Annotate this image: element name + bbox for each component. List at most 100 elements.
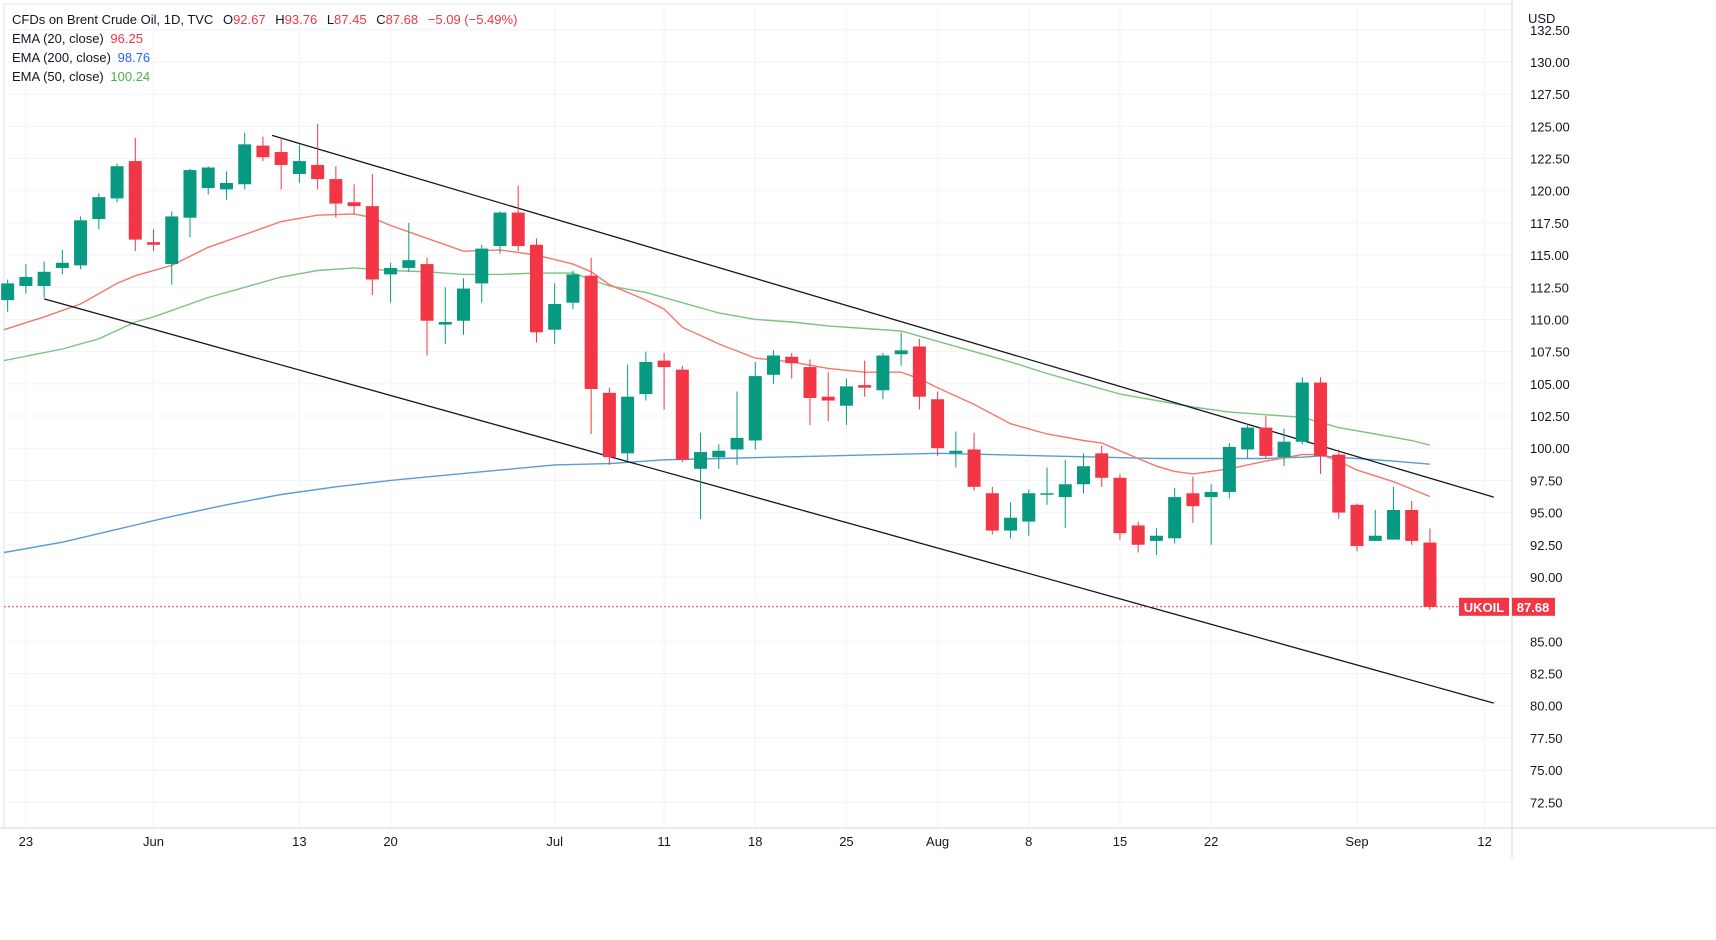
candle-down [675,365,689,463]
symbol-title[interactable]: CFDs on Brent Crude Oil, 1D, TVC [12,12,214,27]
candle-down [821,372,835,422]
candle-body [621,396,635,454]
candle-body [1131,525,1145,545]
candle-down [329,166,343,218]
candle-body [1222,446,1236,492]
ohlc-low-key: L [326,12,335,27]
y-tick-label: 102.50 [1530,409,1570,424]
candle-up [1368,509,1382,541]
candle-up [219,171,233,200]
ema20-label: EMA (20, close) [12,31,104,46]
candle-down [1405,500,1419,545]
candle-up [37,261,51,298]
candle-up [566,270,580,310]
candle-body [329,179,343,204]
candle-down [1095,445,1109,487]
candle-down [602,387,616,465]
currency-label: USD [1528,11,1555,26]
legend-ema50-row[interactable]: EMA (50, close) 100.24 [12,67,517,86]
ohlc-high: H93.76 [275,12,321,27]
candle-body [1,283,15,301]
candle-up [1386,486,1400,540]
candle-down [1186,476,1200,523]
candle-body [238,144,252,185]
candle-body [1241,427,1255,450]
ohlc-open-value: 92.67 [233,12,266,27]
candle-body [511,212,525,247]
x-tick-label: 25 [839,834,853,849]
candle-down [347,184,361,214]
x-tick-label: 23 [19,834,33,849]
candle-body [675,369,689,460]
candle-up [730,391,744,465]
ohlc-low: L87.45 [327,12,370,27]
candle-body [967,449,981,487]
ohlc-close-key: C [376,12,386,27]
candle-body [110,166,124,199]
candle-body [748,376,762,441]
y-tick-label: 112.50 [1530,280,1569,295]
y-tick-label: 82.50 [1530,667,1563,682]
candle-body [766,355,780,375]
candle-up [55,249,69,275]
candle-body [639,361,653,395]
candle-down [912,338,926,410]
trend-channel[interactable] [43,134,1494,704]
candle-up [1,279,15,312]
candle-body [1405,509,1419,541]
candle-body [1332,454,1346,513]
candle-body [365,206,379,280]
price-badge-value: 87.68 [1517,600,1550,615]
candle-body [493,212,507,247]
ema200-value: 98.76 [117,50,151,65]
legend-ema20-row[interactable]: EMA (20, close) 96.25 [12,29,517,48]
candle-body [19,276,33,286]
candle-body [1350,504,1364,547]
candle-body [1277,441,1291,458]
legend-ema200-row[interactable]: EMA (200, close) 98.76 [12,48,517,67]
candle-body [92,197,106,220]
candle-down [128,137,142,252]
candle-body [602,392,616,458]
candle-down [256,136,270,162]
candle-up [1076,453,1090,494]
ema20-line [3,213,1431,498]
y-tick-label: 127.50 [1530,87,1570,102]
price-badge-bg [1512,597,1555,616]
x-tick-label: 20 [383,834,397,849]
ohlc-low-value: 87.45 [334,12,367,27]
candle-body [74,220,88,266]
candle-body [894,350,908,355]
ohlc-high-value: 93.76 [284,12,318,27]
ohlc-change: −5.09 (−5.49%) [427,12,518,27]
candle-body [292,161,306,174]
candle-down [1113,473,1127,540]
candle-up [201,166,215,195]
y-tick-label: 85.00 [1530,634,1563,649]
y-tick-label: 92.50 [1530,538,1563,553]
candle-up [1004,502,1018,539]
candle-down [1131,521,1145,553]
y-tick-label: 75.00 [1530,763,1563,778]
candle-body [219,182,233,190]
ema50-line [3,267,1431,446]
candle-body [1368,535,1382,541]
y-tick-label: 77.50 [1530,731,1563,746]
y-tick-label: 125.00 [1530,119,1570,134]
y-tick-label: 72.50 [1530,795,1563,810]
candle-body [274,152,288,165]
candle-body [1314,382,1328,456]
ohlc-open: O92.67 [223,12,269,27]
candle-body [1113,477,1127,534]
candle-up [110,163,124,203]
candle-up [1295,377,1309,445]
candle-up [1222,443,1236,499]
candle-up [74,216,88,270]
candle-body [1149,535,1163,541]
candle-up [712,444,726,469]
candle-body [402,260,416,268]
last-price-badge: UKOIL 87.68 [1459,597,1555,616]
